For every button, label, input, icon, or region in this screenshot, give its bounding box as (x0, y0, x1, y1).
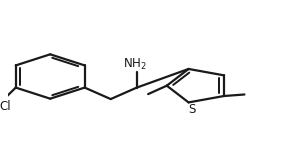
Text: NH$_2$: NH$_2$ (124, 56, 147, 72)
Text: Cl: Cl (0, 100, 11, 112)
Text: S: S (188, 103, 195, 116)
